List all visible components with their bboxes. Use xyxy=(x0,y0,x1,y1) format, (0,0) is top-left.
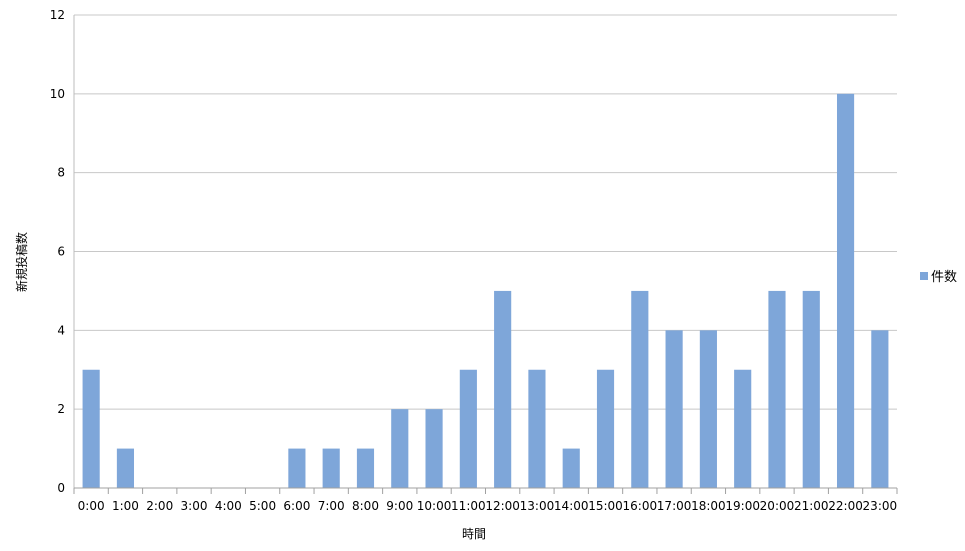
x-tick-label: 21:00 xyxy=(794,499,829,513)
x-tick-label: 23:00 xyxy=(863,499,898,513)
x-tick-label: 22:00 xyxy=(828,499,863,513)
y-tick-label: 10 xyxy=(50,87,65,101)
bar xyxy=(871,330,889,488)
x-tick-label: 2:00 xyxy=(146,499,173,513)
y-tick-labels: 0 2 4 6 8 10 12 xyxy=(50,8,65,495)
bar xyxy=(528,369,546,488)
gridlines xyxy=(74,14,897,410)
bar xyxy=(596,369,615,488)
x-tick-label: 19:00 xyxy=(725,499,760,513)
x-tick-label: 9:00 xyxy=(386,499,413,513)
x-tick-label: 3:00 xyxy=(181,499,208,513)
x-tick-label: 1:00 xyxy=(112,499,139,513)
bar xyxy=(734,369,752,488)
x-tick-label: 11:00 xyxy=(451,499,486,513)
x-tick-label: 8:00 xyxy=(352,499,379,513)
x-tick-label: 10:00 xyxy=(417,499,452,513)
bar xyxy=(836,93,855,488)
x-tick-label: 18:00 xyxy=(691,499,726,513)
legend-swatch xyxy=(920,272,928,280)
axes xyxy=(73,15,898,494)
bar xyxy=(665,330,683,488)
bar xyxy=(699,330,717,488)
x-tick-label: 5:00 xyxy=(249,499,276,513)
x-tick-label: 17:00 xyxy=(657,499,692,513)
x-tick-label: 20:00 xyxy=(760,499,795,513)
bars xyxy=(82,93,889,488)
bar xyxy=(459,369,477,488)
bar xyxy=(322,448,340,488)
bar xyxy=(802,290,820,488)
x-tick-label: 12:00 xyxy=(485,499,520,513)
x-tick-label: 4:00 xyxy=(215,499,242,513)
bar xyxy=(391,409,409,488)
bar xyxy=(631,290,649,488)
x-tick-label: 13:00 xyxy=(520,499,555,513)
x-tick-label: 7:00 xyxy=(318,499,345,513)
y-axis-title: 新規投稿数 xyxy=(14,232,29,292)
bar xyxy=(82,369,100,488)
x-tick-label: 0:00 xyxy=(78,499,105,513)
y-tick-label: 4 xyxy=(57,323,65,337)
bar xyxy=(356,448,375,488)
x-tick-labels: 0:00 1:00 2:00 3:00 4:00 5:00 6:00 7:00 8:00 9:00… xyxy=(78,499,897,513)
legend-label: 件数 xyxy=(931,270,957,285)
bar xyxy=(425,409,443,488)
y-tick-label: 0 xyxy=(57,481,65,495)
y-tick-label: 2 xyxy=(57,402,65,416)
x-tick-label: 14:00 xyxy=(554,499,589,513)
legend: 件数 xyxy=(920,270,957,285)
bar xyxy=(116,448,135,488)
bar xyxy=(494,290,512,488)
x-tick-label: 15:00 xyxy=(588,499,623,513)
bar xyxy=(768,290,786,488)
y-tick-label: 12 xyxy=(50,8,65,22)
y-tick-label: 6 xyxy=(57,245,65,259)
x-axis-title: 時間 xyxy=(462,527,486,541)
y-tick-label: 8 xyxy=(57,166,65,180)
x-tick-label: 16:00 xyxy=(623,499,658,513)
x-tick-label: 6:00 xyxy=(283,499,310,513)
bar xyxy=(288,448,306,488)
bar xyxy=(562,448,580,488)
